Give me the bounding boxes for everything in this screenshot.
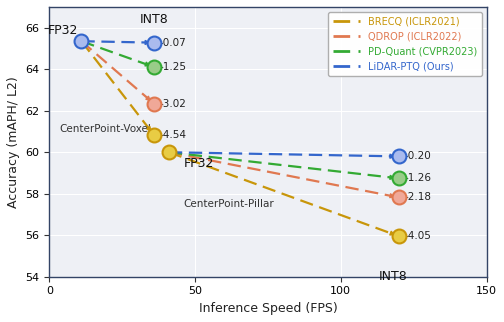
Legend: BRECQ (ICLR2021), QDROP (ICLR2022), PD-Quant (CVPR2023), LiDAR-PTQ (Ours): BRECQ (ICLR2021), QDROP (ICLR2022), PD-Q… xyxy=(328,12,482,76)
Text: -0.20: -0.20 xyxy=(404,151,431,161)
Text: INT8: INT8 xyxy=(140,13,169,26)
Text: FP32: FP32 xyxy=(183,157,214,170)
Text: -0.07: -0.07 xyxy=(160,38,186,48)
Text: -2.18: -2.18 xyxy=(404,193,431,203)
Y-axis label: Accuracy (mAPH/ L2): Accuracy (mAPH/ L2) xyxy=(7,76,20,208)
Text: -1.25: -1.25 xyxy=(160,62,186,72)
Text: -1.26: -1.26 xyxy=(404,173,431,184)
Text: -4.05: -4.05 xyxy=(404,231,431,241)
X-axis label: Inference Speed (FPS): Inference Speed (FPS) xyxy=(199,302,337,315)
Text: CenterPoint-Pillar: CenterPoint-Pillar xyxy=(183,199,274,209)
Text: -4.54: -4.54 xyxy=(160,130,186,140)
Text: FP32: FP32 xyxy=(48,24,79,37)
Text: -3.02: -3.02 xyxy=(160,99,186,109)
Text: INT8: INT8 xyxy=(379,270,408,282)
Text: CenterPoint-Voxel: CenterPoint-Voxel xyxy=(59,124,151,134)
